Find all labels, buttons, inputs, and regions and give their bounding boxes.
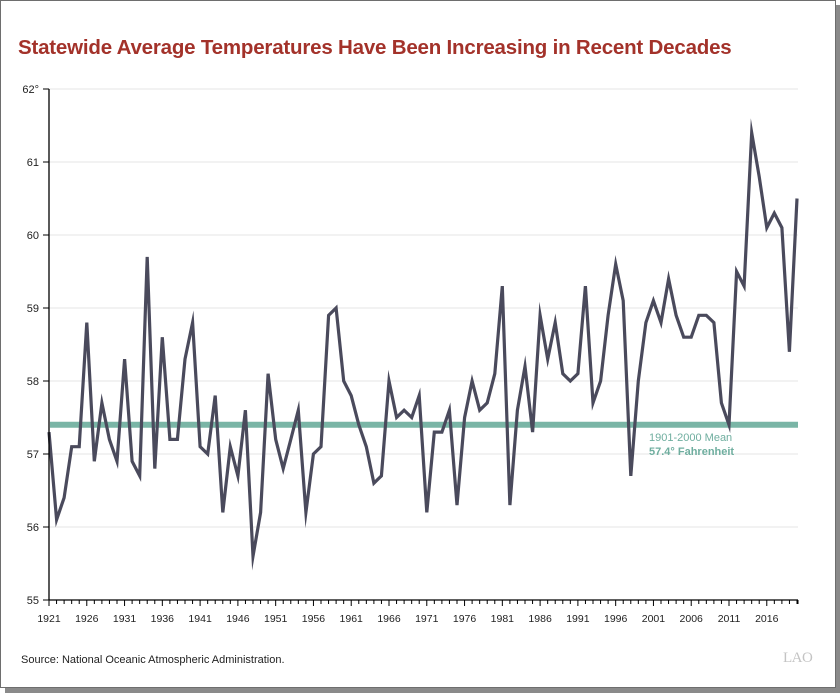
x-tick-label: 1946 [226,613,250,625]
y-tick-label: 61 [27,157,39,169]
y-tick-label: 59 [27,303,39,315]
axes [43,88,799,606]
y-tick-label: 56 [27,522,39,534]
x-tick-label: 2006 [680,613,704,625]
x-tick-label: 1931 [113,613,137,625]
x-tick-label: 1941 [188,613,212,625]
mean-reference: 1901-2000 Mean 57.4° Fahrenheit [50,421,798,458]
x-tick-label: 1976 [453,613,477,625]
y-tick-label: 57 [27,449,39,461]
source-note: Source: National Oceanic Atmospheric Adm… [21,654,285,666]
y-tick-label: 55 [27,595,39,607]
mean-label-value: 57.4° Fahrenheit [649,446,734,458]
x-tick-label: 2016 [755,613,779,625]
x-tick-label: 1936 [151,613,175,625]
frame-shadow-right [835,5,840,693]
lao-logo: LAO [783,650,813,666]
frame-shadow-bottom [5,687,840,693]
gridlines [49,88,798,528]
y-tick-label: 60 [27,230,39,242]
x-tick-label: 1971 [415,613,439,625]
x-tick-label: 1926 [75,613,99,625]
y-tick-label: 62° [22,84,39,96]
x-tick-label: 1961 [340,613,364,625]
temperature-series-line [47,118,799,571]
x-tick-label: 1951 [264,613,288,625]
mean-label-range: 1901-2000 Mean [649,432,732,444]
x-tick-labels: 1921 1926 1931 1936 1941 1946 1951 1956 1961 1966… [37,613,778,625]
x-tick-label: 1981 [491,613,515,625]
series-group [47,118,799,571]
y-tick-label: 58 [27,376,39,388]
x-tick-label: 1966 [377,613,401,625]
x-tick-label: 1921 [37,613,61,625]
chart-title: Statewide Average Temperatures Have Been… [18,36,732,59]
x-tick-label: 2001 [642,613,666,625]
x-tick-label: 1956 [302,613,326,625]
y-tick-labels: 55 56 57 58 59 60 61 62° [22,84,39,607]
x-tick-label: 1996 [604,613,628,625]
x-tick-label: 1986 [528,613,552,625]
x-tick-label: 1991 [566,613,590,625]
x-tick-label: 2011 [718,613,741,625]
